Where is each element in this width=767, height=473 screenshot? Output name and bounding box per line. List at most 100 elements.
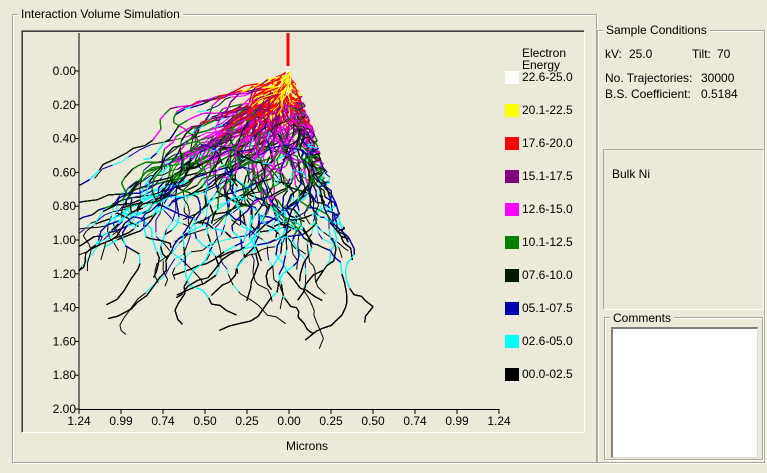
trajectory-segment (279, 300, 283, 310)
trajectory-segment (238, 291, 241, 295)
trajectory-segment (102, 164, 113, 170)
trajectory-segment (209, 116, 222, 123)
trajectory-segment (163, 210, 168, 214)
trajectory-segment (344, 247, 349, 252)
trajectory-segment (318, 233, 323, 240)
trajectory-segment (225, 96, 231, 100)
trajectory-segment (205, 131, 217, 134)
trajectory-segment (275, 316, 286, 325)
trajectory-segment (230, 95, 246, 98)
trajectory-segment (274, 148, 283, 157)
trajectory-segment (197, 159, 207, 165)
trajectory-segment (127, 181, 136, 189)
trajectory-segment (224, 216, 227, 226)
trajectory-segment (297, 232, 300, 241)
trajectory-segment (299, 249, 307, 255)
trajectory-segment (298, 252, 306, 260)
trajectory-segment (257, 284, 268, 290)
trajectory-segment (220, 260, 225, 266)
trajectory-segment (246, 169, 249, 177)
trajectory-segment (211, 192, 218, 199)
trajectory-segment (176, 255, 181, 260)
trajectory-segment (323, 231, 328, 236)
trajectory-segment (143, 163, 152, 171)
trajectory-segment (320, 229, 324, 233)
trajectory-segment (269, 206, 276, 213)
trajectory-segment (104, 211, 113, 216)
trajectory-segment (322, 238, 330, 243)
trajectory-segment (185, 263, 194, 272)
trajectory-segment (279, 284, 282, 290)
trajectory-segment (212, 216, 223, 226)
trajectory-segment (312, 265, 316, 271)
trajectory-segment (70, 260, 74, 267)
trajectory-segment (113, 242, 120, 251)
trajectory-segment (128, 149, 140, 158)
trajectory-segment (191, 231, 197, 234)
trajectory-segment (210, 132, 218, 141)
trajectory-segment (171, 168, 178, 172)
trajectory-segment (71, 253, 72, 260)
trajectory-segment (253, 301, 260, 307)
trajectory-segment (119, 318, 124, 326)
trajectory-segment (114, 214, 116, 227)
trajectory-segment (125, 247, 128, 257)
trajectory-segment (313, 311, 315, 315)
trajectory-segment (119, 324, 122, 331)
simulation-group-title: Interaction Volume Simulation (18, 7, 183, 21)
trajectory-segment (90, 245, 99, 257)
plot-area (21, 30, 585, 433)
trajectory-segment (287, 237, 292, 243)
trajectory-segment (224, 237, 233, 241)
trajectory-segment (266, 251, 270, 261)
trajectory-segment (112, 161, 122, 166)
trajectory-segment (316, 322, 321, 330)
simulation-group (12, 14, 597, 463)
trajectory-segment (306, 244, 309, 255)
trajectory-segment (122, 256, 126, 264)
trajectory-segment (303, 205, 309, 215)
trajectory-segment (309, 261, 314, 267)
trajectory-segment (120, 330, 127, 335)
trajectory-segment (166, 213, 173, 220)
trajectory-segment (218, 178, 223, 185)
trajectory-segment (199, 132, 207, 137)
trajectory-segment (218, 98, 226, 106)
trajectory-segment (174, 258, 185, 269)
trajectory-segment (273, 275, 275, 280)
trajectory-segment (194, 224, 205, 230)
trajectory-segment (252, 259, 255, 273)
trajectory-segment (317, 225, 321, 231)
trajectory-segment (277, 206, 280, 209)
trajectory-segment (174, 234, 186, 243)
trajectory-segment (194, 191, 203, 196)
trajectory-segment (97, 235, 104, 247)
trajectory-segment (204, 174, 217, 184)
trajectory-segment (313, 314, 318, 323)
trajectory-segment (96, 214, 106, 222)
trajectory-segment (187, 212, 190, 222)
trajectory-segment (105, 234, 113, 242)
trajectory-segment (171, 199, 178, 203)
trajectory-segment (338, 246, 343, 258)
trajectory-segment (151, 161, 163, 165)
trajectory-segment (206, 253, 211, 260)
trajectory-segment (142, 175, 151, 182)
trajectory-segment (268, 246, 275, 248)
trajectory-segment (92, 214, 102, 227)
trajectory-segment (74, 255, 78, 259)
trajectory-segment (292, 253, 298, 261)
trajectory-segment (231, 235, 247, 239)
trajectory-segment (267, 314, 277, 318)
trajectory-segment (217, 239, 225, 243)
trajectory-segment (317, 286, 326, 295)
trajectory-segment (167, 146, 179, 155)
trajectory-segment (62, 223, 72, 229)
trajectory-segment (324, 172, 331, 178)
trajectory-segment (163, 243, 171, 252)
trajectory-segment (267, 185, 273, 194)
trajectory-segment (159, 202, 164, 214)
trajectory-segment (183, 199, 189, 206)
trajectory-segment (211, 238, 218, 246)
